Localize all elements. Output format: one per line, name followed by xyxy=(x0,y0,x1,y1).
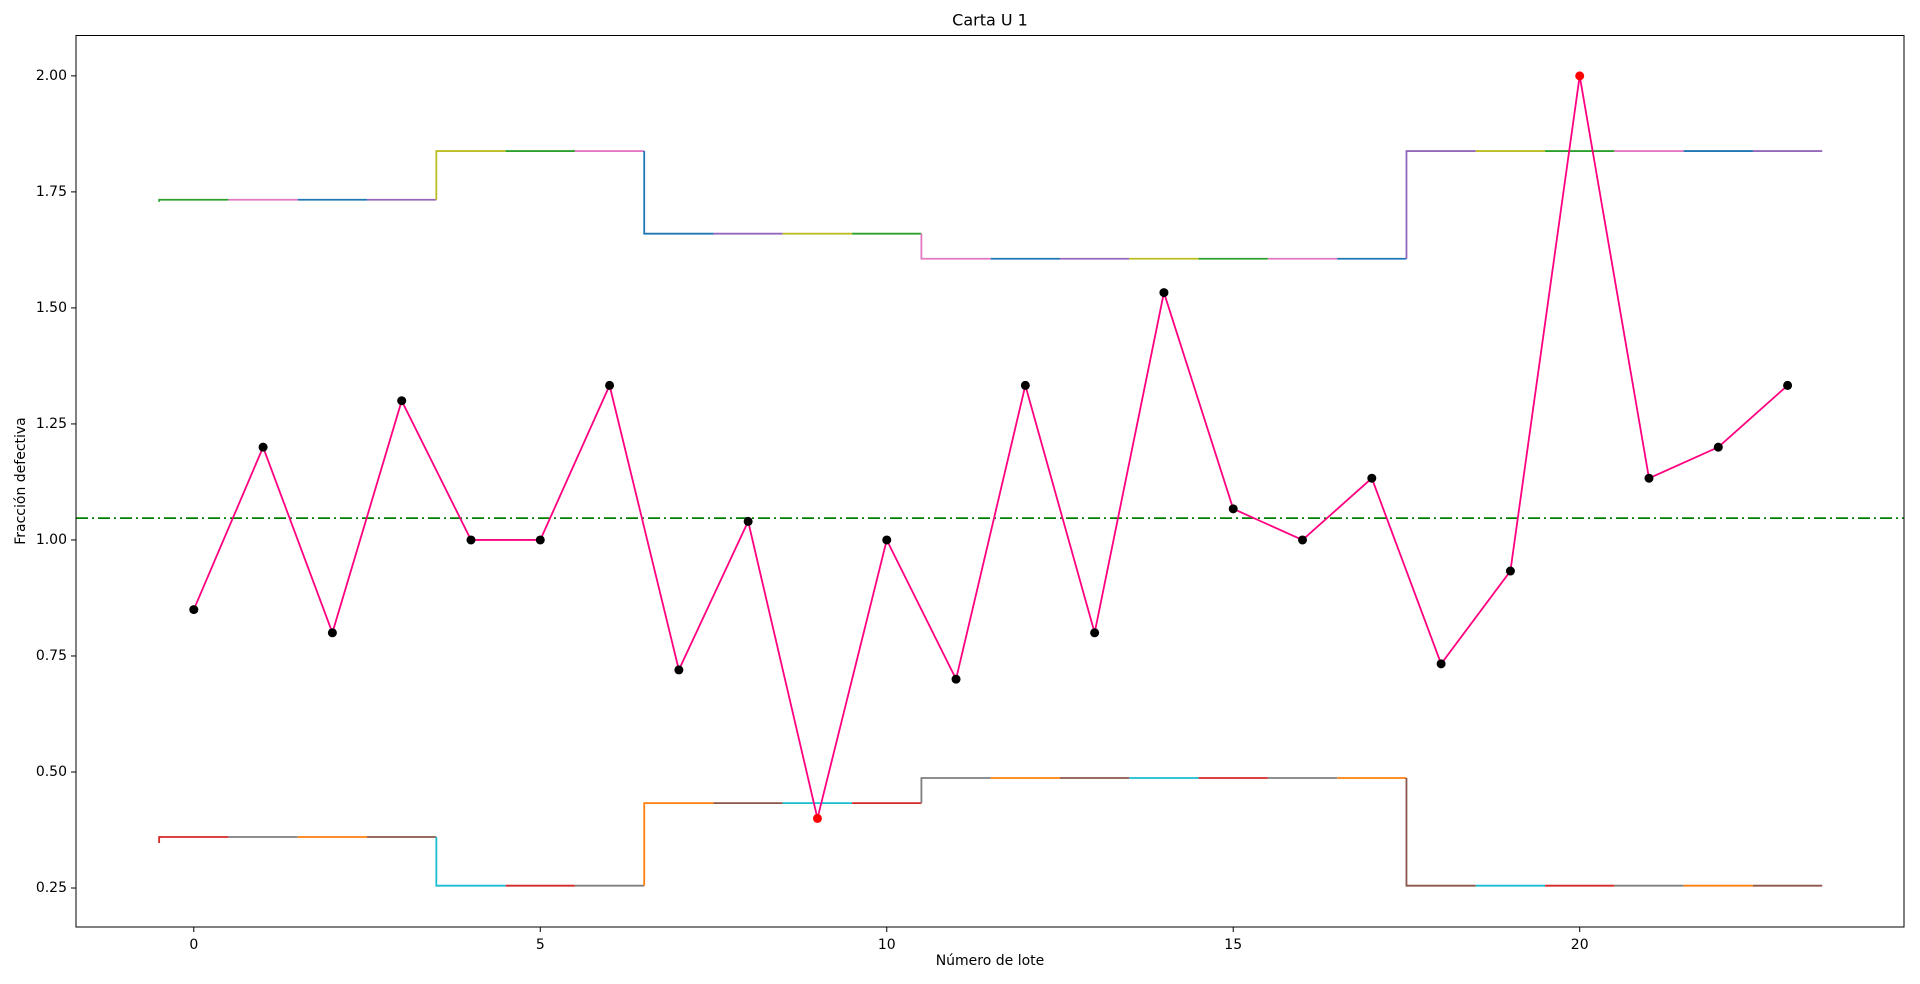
y-tick-label: 1.50 xyxy=(36,300,67,316)
y-tick-label: 0.50 xyxy=(36,764,67,780)
plot-area: 0.25 0.50 0.75 1.00 1.25 1.50 1.75 2.00 0 5 10 15 20 xyxy=(36,68,1904,953)
data-point xyxy=(466,535,476,545)
lcl-segment xyxy=(643,802,714,886)
data-point xyxy=(605,380,615,390)
x-tick-label: 5 xyxy=(536,937,545,953)
data-point xyxy=(397,396,407,406)
x-tick-label: 10 xyxy=(878,937,896,953)
data-point xyxy=(882,535,892,545)
data-point xyxy=(1713,442,1723,452)
data-line xyxy=(192,75,1789,819)
data-point xyxy=(1644,473,1654,483)
data-point xyxy=(812,813,822,823)
data-point xyxy=(1505,566,1515,576)
x-tick-label: 20 xyxy=(1571,937,1589,953)
lcl-segment xyxy=(158,836,229,843)
y-tick-label: 1.75 xyxy=(36,184,67,200)
data-point xyxy=(1298,535,1308,545)
y-tick-label: 0.75 xyxy=(36,648,67,664)
ucl-segment xyxy=(158,198,229,202)
lcl-segment xyxy=(435,836,506,887)
data-point xyxy=(258,442,268,452)
data-point xyxy=(1020,380,1030,390)
ucl-segment xyxy=(435,150,506,200)
data-point xyxy=(1575,71,1585,81)
data-point xyxy=(1228,504,1238,514)
data-point xyxy=(1436,659,1446,669)
x-tick-label: 0 xyxy=(189,937,198,953)
data-point xyxy=(743,516,753,526)
y-tick-label: 1.00 xyxy=(36,532,67,548)
data-point xyxy=(1090,628,1100,638)
lcl-segment xyxy=(1405,778,1476,887)
y-tick-label: 2.00 xyxy=(36,68,67,84)
data-point xyxy=(951,674,961,684)
data-point xyxy=(1367,473,1377,483)
data-point xyxy=(535,535,545,545)
chart-title: Carta U 1 xyxy=(952,11,1028,30)
lcl-segment xyxy=(920,777,991,804)
data-point xyxy=(674,665,684,675)
x-tick-label: 15 xyxy=(1224,937,1242,953)
data-point xyxy=(1783,380,1793,390)
data-point xyxy=(1159,288,1169,298)
ucl-segment xyxy=(1405,150,1476,259)
axes-frame xyxy=(75,35,1905,928)
data-point xyxy=(189,605,199,615)
ucl-segment xyxy=(920,233,991,260)
data-point xyxy=(327,628,337,638)
y-axis-label: Fracción defectiva xyxy=(13,417,29,545)
ucl-segment xyxy=(643,151,714,235)
y-tick-label: 0.25 xyxy=(36,880,67,896)
y-tick-label: 1.25 xyxy=(36,416,67,432)
x-axis-label: Número de lote xyxy=(936,953,1045,969)
